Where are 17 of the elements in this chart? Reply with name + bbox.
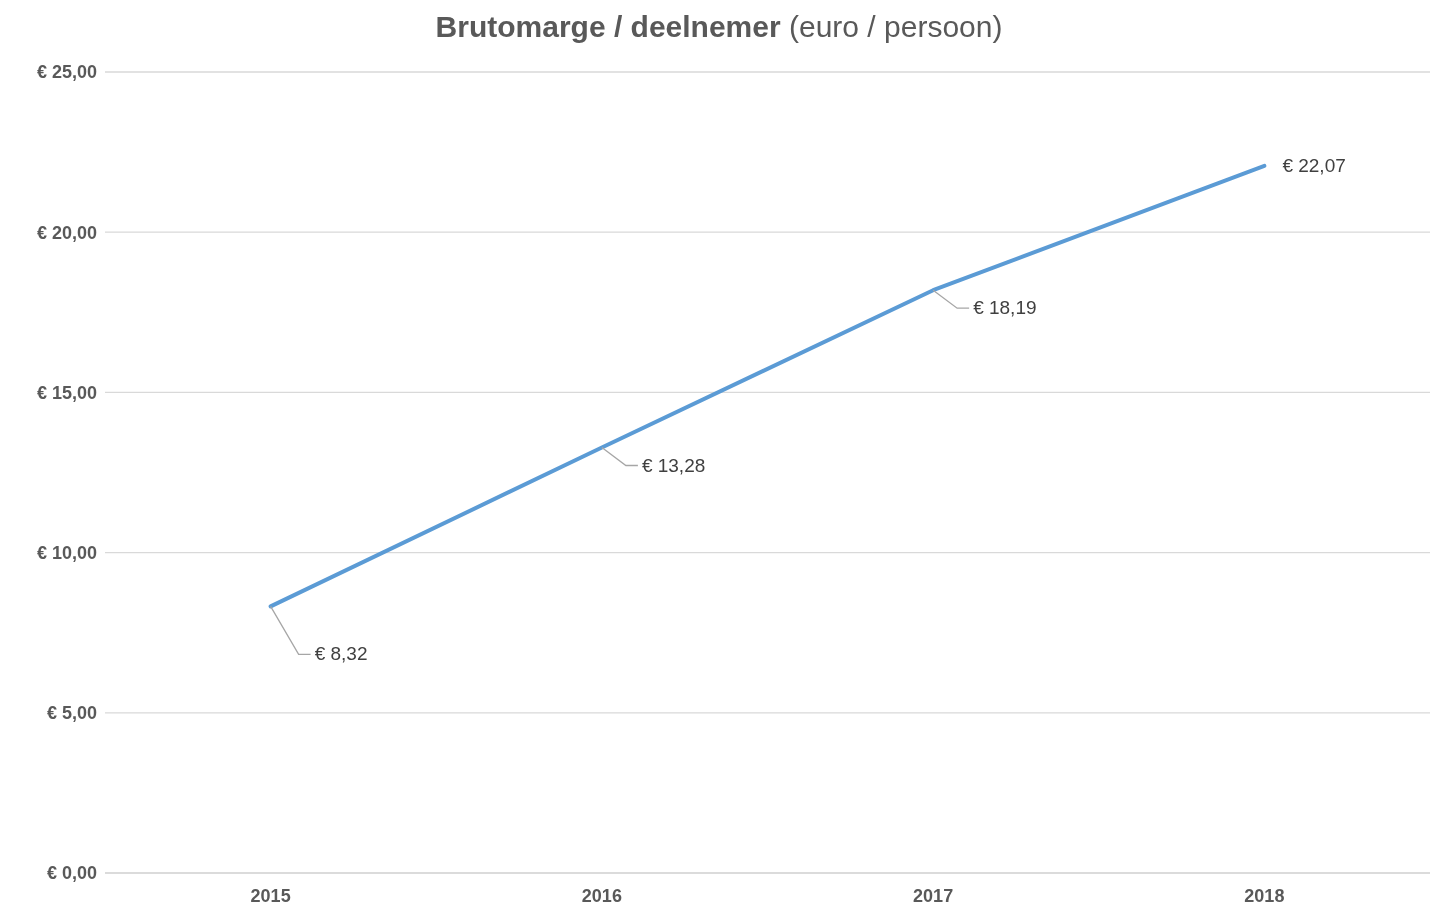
y-tick-label: € 5,00 — [46, 703, 97, 724]
x-tick-label: 2018 — [1244, 885, 1285, 906]
chart-subtitle: (euro / persoon) — [789, 10, 1003, 43]
x-tick-label: 2017 — [913, 885, 954, 906]
y-tick-label: € 10,00 — [36, 542, 97, 563]
y-tick-label: € 20,00 — [36, 222, 97, 243]
data-label: € 13,28 — [641, 454, 706, 476]
chart-title: Brutomarge / deelnemer — [435, 10, 781, 43]
data-label: € 8,32 — [314, 643, 368, 665]
x-tick-label: 2016 — [581, 885, 622, 906]
data-label: € 18,19 — [973, 297, 1037, 319]
x-tick-label: 2015 — [250, 885, 291, 906]
line-series — [268, 163, 1267, 609]
data-label: € 22,07 — [1282, 154, 1346, 176]
y-tick-label: € 25,00 — [36, 62, 97, 83]
y-tick-label: € 0,00 — [46, 863, 97, 884]
y-tick-label: € 15,00 — [36, 382, 97, 403]
